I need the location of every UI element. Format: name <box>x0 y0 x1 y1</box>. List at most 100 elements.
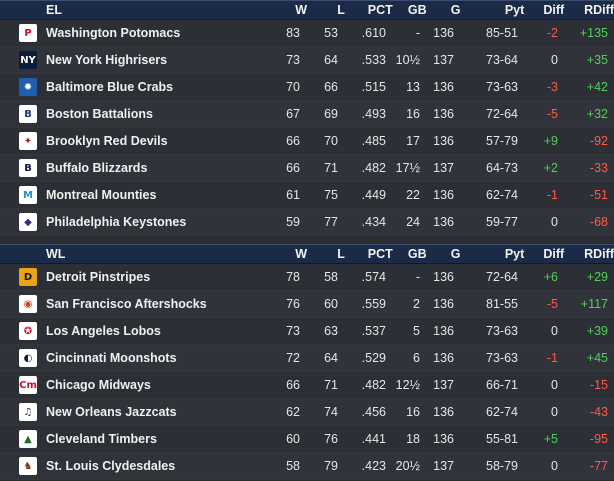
team-logo[interactable]: ▲ <box>18 429 38 449</box>
team-row[interactable]: ▲ Cleveland Timbers 60 76 .441 18 136 55… <box>0 426 614 453</box>
team-logo[interactable]: ♫ <box>18 402 38 422</box>
team-name[interactable]: Buffalo Blizzards <box>46 161 148 175</box>
col-gb[interactable]: GB <box>407 3 427 17</box>
pythagorean-record: 66-71 <box>486 378 518 392</box>
team-logo[interactable]: M <box>18 185 38 205</box>
team-row[interactable]: ♫ New Orleans Jazzcats 62 74 .456 16 136… <box>0 399 614 426</box>
division-header[interactable]: EL W L PCT GB G Pyt Diff RDiff <box>0 0 614 20</box>
cleveland-logo-icon: ▲ <box>19 430 37 448</box>
team-row[interactable]: P Washington Potomacs 83 53 .610 - 136 8… <box>0 20 614 47</box>
games-played: 136 <box>433 432 454 446</box>
col-gb[interactable]: GB <box>407 247 427 261</box>
col-pyt[interactable]: Pyt <box>504 3 525 17</box>
division-name[interactable]: EL <box>46 3 62 17</box>
team-row[interactable]: ✪ Los Angeles Lobos 73 63 .537 5 136 73-… <box>0 318 614 345</box>
run-diff: +39 <box>586 324 608 338</box>
division-name[interactable]: WL <box>46 247 66 261</box>
team-logo[interactable]: ◆ <box>18 212 38 232</box>
win-pct: .449 <box>361 188 386 202</box>
wins: 59 <box>286 215 300 229</box>
col-pct[interactable]: PCT <box>367 3 393 17</box>
team-name[interactable]: Detroit Pinstripes <box>46 270 151 284</box>
col-diff[interactable]: Diff <box>543 247 565 261</box>
wins: 73 <box>286 53 300 67</box>
team-name[interactable]: Brooklyn Red Devils <box>46 134 168 148</box>
col-w[interactable]: W <box>295 247 308 261</box>
team-row[interactable]: ✹ Baltimore Blue Crabs 70 66 .515 13 136… <box>0 74 614 101</box>
col-g[interactable]: G <box>450 247 461 261</box>
team-logo[interactable]: Cm <box>18 375 38 395</box>
wins: 66 <box>286 161 300 175</box>
team-row[interactable]: D Detroit Pinstripes 78 58 .574 - 136 72… <box>0 264 614 291</box>
team-row[interactable]: ◆ Philadelphia Keystones 59 77 .434 24 1… <box>0 209 614 236</box>
games-played: 136 <box>433 26 454 40</box>
team-name[interactable]: Montreal Mounties <box>46 188 157 202</box>
team-logo[interactable]: ◐ <box>18 348 38 368</box>
wins: 70 <box>286 80 300 94</box>
team-row[interactable]: Cm Chicago Midways 66 71 .482 12½ 137 66… <box>0 372 614 399</box>
team-name[interactable]: Cincinnati Moonshots <box>46 351 177 365</box>
col-diff[interactable]: Diff <box>543 3 565 17</box>
team-name[interactable]: Chicago Midways <box>46 378 151 392</box>
team-row[interactable]: ◐ Cincinnati Moonshots 72 64 .529 6 136 … <box>0 345 614 372</box>
losses: 74 <box>324 405 338 419</box>
team-name[interactable]: New York Highrisers <box>46 53 168 67</box>
team-name[interactable]: New Orleans Jazzcats <box>46 405 177 419</box>
col-rdiff[interactable]: RDiff <box>584 247 614 261</box>
team-logo[interactable]: NY <box>18 50 38 70</box>
team-name[interactable]: Boston Battalions <box>46 107 153 121</box>
pythagorean-record: 72-64 <box>486 107 518 121</box>
team-name[interactable]: St. Louis Clydesdales <box>46 459 176 473</box>
games-back: 17 <box>406 134 420 148</box>
team-logo[interactable]: ♞ <box>18 456 38 476</box>
team-name[interactable]: Los Angeles Lobos <box>46 324 161 338</box>
team-name[interactable]: San Francisco Aftershocks <box>46 297 207 311</box>
team-name[interactable]: Cleveland Timbers <box>46 432 157 446</box>
new-york-logo-icon: NY <box>19 51 37 69</box>
team-row[interactable]: B Boston Battalions 67 69 .493 16 136 72… <box>0 101 614 128</box>
col-pct[interactable]: PCT <box>367 247 393 261</box>
losses: 76 <box>324 432 338 446</box>
team-logo[interactable]: ✪ <box>18 321 38 341</box>
games-back: - <box>415 26 420 40</box>
team-name[interactable]: Philadelphia Keystones <box>46 215 187 229</box>
col-rdiff[interactable]: RDiff <box>584 3 614 17</box>
team-rows: P Washington Potomacs 83 53 .610 - 136 8… <box>0 20 614 236</box>
team-row[interactable]: NY New York Highrisers 73 64 .533 10½ 13… <box>0 47 614 74</box>
col-w[interactable]: W <box>295 3 308 17</box>
cincinnati-logo-icon: ◐ <box>19 349 37 367</box>
team-logo[interactable]: D <box>18 267 38 287</box>
pythagorean-record: 85-51 <box>486 26 518 40</box>
team-row[interactable]: B Buffalo Blizzards 66 71 .482 17½ 137 6… <box>0 155 614 182</box>
col-g[interactable]: G <box>450 3 461 17</box>
games-played: 137 <box>433 161 454 175</box>
col-l[interactable]: L <box>337 3 345 17</box>
team-logo[interactable]: ✦ <box>18 131 38 151</box>
wins: 66 <box>286 134 300 148</box>
team-row[interactable]: M Montreal Mounties 61 75 .449 22 136 62… <box>0 182 614 209</box>
team-logo[interactable]: ◉ <box>18 294 38 314</box>
team-row[interactable]: ♞ St. Louis Clydesdales 58 79 .423 20½ 1… <box>0 453 614 480</box>
games-back: 20½ <box>395 459 420 473</box>
team-name[interactable]: Baltimore Blue Crabs <box>46 80 174 94</box>
team-row[interactable]: ✦ Brooklyn Red Devils 66 70 .485 17 136 … <box>0 128 614 155</box>
team-logo[interactable]: P <box>18 23 38 43</box>
team-row[interactable]: ◉ San Francisco Aftershocks 76 60 .559 2… <box>0 291 614 318</box>
wins: 73 <box>286 324 300 338</box>
games-played: 137 <box>433 459 454 473</box>
games-played: 136 <box>433 80 454 94</box>
col-pyt[interactable]: Pyt <box>504 247 525 261</box>
team-logo[interactable]: B <box>18 104 38 124</box>
win-pct: .515 <box>361 80 386 94</box>
wins: 83 <box>286 26 300 40</box>
games-back: 12½ <box>395 378 420 392</box>
col-l[interactable]: L <box>337 247 345 261</box>
pythagorean-record: 73-64 <box>486 53 518 67</box>
team-logo[interactable]: ✹ <box>18 77 38 97</box>
division-header[interactable]: WL W L PCT GB G Pyt Diff RDiff <box>0 244 614 264</box>
run-diff: -95 <box>589 432 608 446</box>
diff: -5 <box>546 107 558 121</box>
team-name[interactable]: Washington Potomacs <box>46 26 181 40</box>
team-logo[interactable]: B <box>18 158 38 178</box>
